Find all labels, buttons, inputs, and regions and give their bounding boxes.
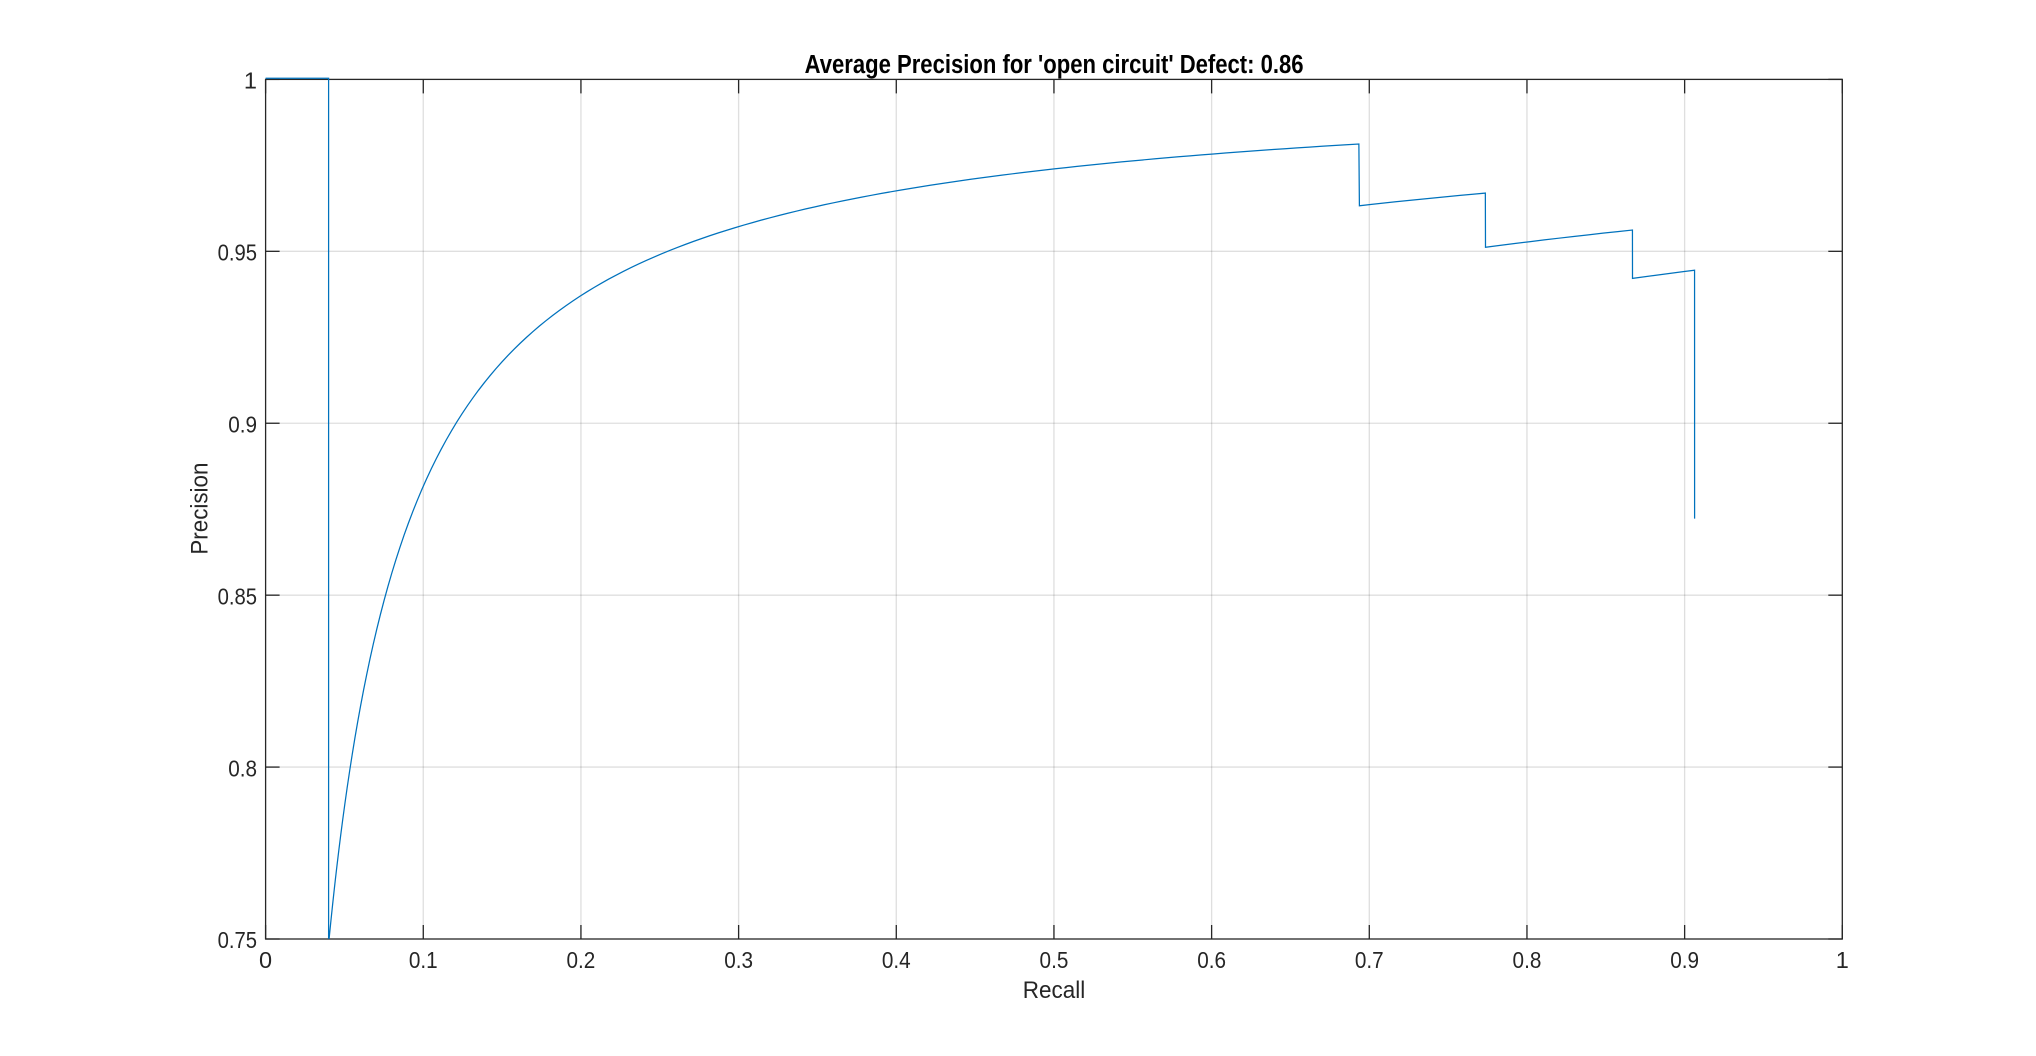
svg-text:0: 0 — [259, 947, 272, 973]
svg-text:0.6: 0.6 — [1197, 947, 1226, 973]
svg-text:Precision: Precision — [187, 463, 214, 555]
svg-text:0.1: 0.1 — [409, 947, 438, 973]
svg-text:0.9: 0.9 — [228, 411, 257, 437]
svg-text:Average Precision for 'open ci: Average Precision for 'open circuit' Def… — [805, 51, 1304, 79]
svg-text:0.85: 0.85 — [218, 583, 257, 609]
svg-text:1: 1 — [1836, 947, 1849, 973]
svg-text:1: 1 — [244, 68, 257, 94]
svg-text:0.4: 0.4 — [882, 947, 911, 973]
svg-text:0.3: 0.3 — [724, 947, 753, 973]
svg-text:0.8: 0.8 — [1513, 947, 1542, 973]
svg-text:0.2: 0.2 — [567, 947, 596, 973]
svg-text:0.9: 0.9 — [1670, 947, 1699, 973]
svg-text:0.95: 0.95 — [218, 240, 257, 266]
svg-text:Recall: Recall — [1023, 977, 1086, 1004]
svg-text:0.75: 0.75 — [218, 927, 257, 953]
svg-text:0.8: 0.8 — [228, 755, 257, 781]
svg-text:0.5: 0.5 — [1040, 947, 1069, 973]
svg-text:0.7: 0.7 — [1355, 947, 1384, 973]
